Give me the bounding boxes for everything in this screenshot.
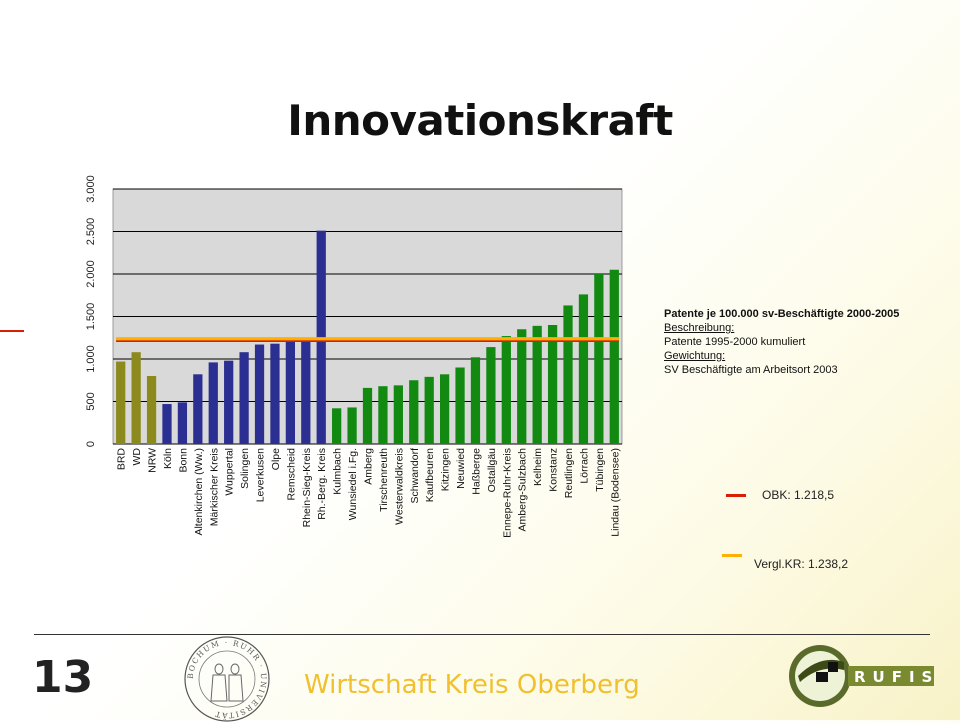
university-seal-icon: BOCHUM · RUHR · UNIVERSITÄT (184, 636, 270, 722)
x-tick-label: Neuwied (455, 448, 467, 489)
x-tick-label: WD (131, 448, 143, 466)
bar (162, 404, 172, 444)
x-tick-label: Remscheid (285, 448, 297, 501)
bar (594, 274, 604, 444)
y-tick-label: 0 (85, 441, 97, 447)
legend-obk-label: OBK: 1.218,5 (762, 488, 835, 502)
x-tick-label: Kitzingen (440, 448, 452, 491)
x-tick-label: Amberg (363, 448, 375, 485)
y-tick-label: 1.000 (85, 345, 97, 373)
x-tick-label: Schwandorf (409, 448, 421, 504)
x-tick-label: Tirschenreuth (378, 448, 390, 512)
info-heading: Patente je 100.000 sv-Beschäftigte 2000-… (664, 308, 900, 320)
rufis-logo-icon: RUFIS (789, 645, 936, 707)
legend-vergl-swatch (722, 554, 742, 557)
x-tick-label: Westerwaldkreis (393, 448, 405, 525)
bar (254, 344, 265, 444)
bar (532, 325, 542, 444)
x-tick-label: Kelheim (532, 448, 544, 486)
y-tick-label: 2.000 (85, 260, 97, 288)
x-tick-label: Märkischer Kreis (208, 448, 220, 526)
bar (301, 339, 311, 444)
x-tick-label: NRW (147, 448, 159, 473)
bar (146, 376, 157, 444)
footer-divider (34, 634, 930, 635)
bar (393, 385, 403, 444)
bar (285, 341, 296, 444)
bar (409, 380, 419, 444)
x-tick-label: Haßberge (470, 448, 482, 495)
bar (177, 402, 188, 444)
bars (116, 230, 619, 444)
bar (362, 387, 373, 444)
info-desc-text: Patente 1995-2000 kumuliert (664, 336, 806, 348)
y-tick-label: 2.500 (85, 218, 97, 246)
x-tick-label: Solingen (239, 448, 251, 489)
x-tick-label: Kulmbach (332, 448, 344, 495)
legend-vergl-label: Vergl.KR: 1.238,2 (754, 557, 849, 571)
x-tick-label: Lindau (Bodensee) (609, 448, 621, 537)
bar (439, 374, 450, 444)
page-title: Innovationskraft (287, 96, 673, 145)
x-tick-label: Amberg-Sulzbach (517, 448, 529, 532)
x-tick-label: Kaufbeuren (424, 448, 436, 502)
y-tick-label: 500 (85, 392, 97, 410)
bar (609, 269, 619, 444)
x-tick-label: Ennepe-Ruhr-Kreis (501, 448, 513, 538)
svg-text:BOCHUM · RUHR · UNIVERSITÄT: BOCHUM · RUHR · UNIVERSITÄT (186, 638, 268, 720)
bar (578, 294, 589, 444)
reference-lines (116, 337, 619, 343)
svg-text:RUFIS: RUFIS (854, 668, 936, 686)
side-marker (0, 330, 24, 332)
x-tick-label: Köln (162, 448, 174, 469)
x-tick-label: Reutlingen (563, 448, 575, 498)
y-tick-label: 3.000 (85, 175, 97, 203)
bar (116, 361, 126, 444)
bar (547, 325, 558, 444)
y-tick-label: 1.500 (85, 303, 97, 331)
bar (501, 336, 511, 444)
x-tick-label: Wunsiedel i.Fg. (347, 448, 359, 520)
bar (347, 407, 357, 444)
x-tick-label: BRD (116, 448, 128, 471)
x-tick-label: Rh.-Berg. Kreis (316, 448, 328, 520)
bar (208, 362, 218, 444)
x-tick-label: Lörrach (578, 448, 590, 484)
y-axis-ticks: 0 500 1.000 1.500 2.000 2.500 3.000 (85, 175, 97, 447)
x-tick-label: Rhein-Sieg-Kreis (301, 448, 313, 527)
bar (486, 347, 496, 444)
bar (517, 329, 527, 444)
footer-text: Wirtschaft Kreis Oberberg (304, 670, 640, 700)
bar (224, 360, 234, 444)
info-box: Patente je 100.000 sv-Beschäftigte 2000-… (664, 307, 956, 377)
bar (563, 305, 573, 444)
bar (470, 357, 481, 444)
bar (378, 386, 388, 444)
x-axis-ticks: BRD WD NRW Köln Bonn Altenkirchen (Ww.) Märkis… (116, 448, 622, 538)
bar (239, 352, 249, 444)
x-tick-label: Altenkirchen (Ww.) (193, 448, 205, 536)
bar (332, 408, 342, 444)
x-tick-label: Leverkusen (255, 448, 267, 502)
info-weight-label: Gewichtung: (664, 350, 726, 362)
bar (270, 343, 280, 444)
info-desc-label: Beschreibung: (664, 322, 735, 334)
info-weight-text: SV Beschäftigte am Arbeitsort 2003 (664, 364, 838, 376)
x-tick-label: Ostallgäu (486, 448, 498, 493)
x-tick-label: Tübingen (594, 448, 606, 492)
page-number: 13 (32, 652, 94, 703)
bar (193, 374, 203, 444)
x-tick-label: Olpe (270, 448, 282, 470)
legend-obk-swatch (726, 494, 746, 497)
bar (424, 376, 434, 444)
bar (455, 367, 465, 444)
x-tick-label: Bonn (177, 448, 189, 473)
x-tick-label: Wuppertal (224, 448, 236, 496)
bar (131, 352, 141, 444)
x-tick-label: Konstanz (548, 448, 560, 492)
